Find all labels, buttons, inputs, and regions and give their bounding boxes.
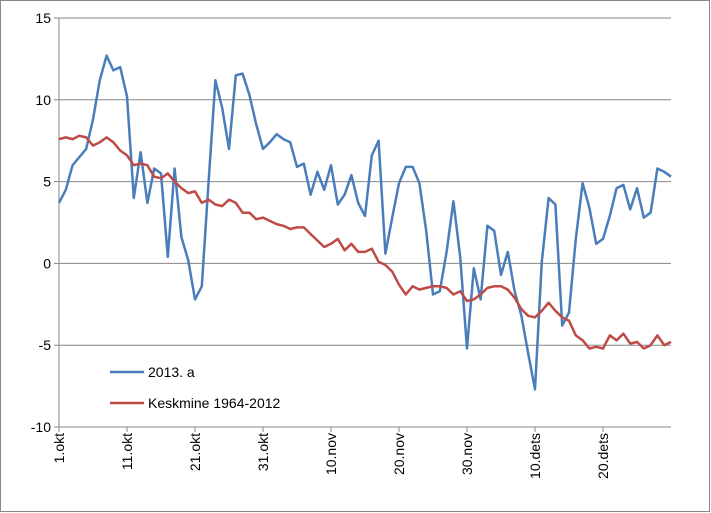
legend-label: 2013. a bbox=[148, 364, 195, 380]
x-tick-label: 21.okt bbox=[187, 433, 203, 471]
x-tick-label: 11.okt bbox=[119, 433, 135, 470]
y-tick-label: 15 bbox=[35, 10, 51, 26]
x-tick-label: 20.dets bbox=[595, 433, 611, 479]
y-tick-label: 10 bbox=[35, 92, 51, 108]
line-series bbox=[58, 134, 672, 350]
y-tick-label: 5 bbox=[43, 174, 51, 190]
x-tick-label: 10.nov bbox=[323, 433, 339, 475]
legend-label: Keskmine 1964-2012 bbox=[148, 395, 281, 411]
x-tick-label: 31.okt bbox=[255, 433, 271, 471]
line-series bbox=[57, 54, 672, 391]
x-tick-label: 10.dets bbox=[527, 433, 543, 479]
x-tick-label: 20.nov bbox=[391, 433, 407, 475]
y-tick-label: -10 bbox=[31, 419, 51, 435]
x-tick-label: 1.okt bbox=[51, 433, 67, 463]
y-tick-label: 0 bbox=[43, 255, 51, 271]
x-tick-label: 30.nov bbox=[459, 433, 475, 475]
y-tick-label: -5 bbox=[39, 337, 52, 353]
